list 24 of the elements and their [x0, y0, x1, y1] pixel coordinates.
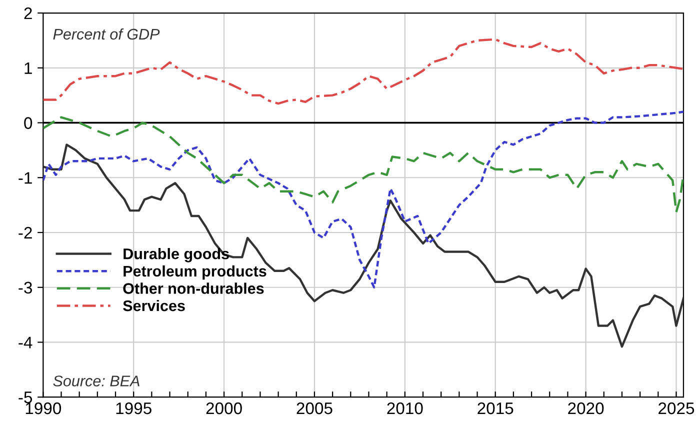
x-tick-label: 2000	[206, 402, 242, 414]
annotation: Source: BEA	[53, 376, 140, 386]
legend-label: Other non-durables	[123, 282, 264, 294]
y-tick-label: -2	[18, 226, 32, 239]
line-series	[43, 38, 684, 105]
annotation: Percent of GDP	[53, 28, 160, 40]
legend-label: Petroleum products	[124, 265, 266, 280]
x-tick-label: 2005	[296, 402, 332, 414]
y-tick-label: -5	[18, 392, 32, 404]
x-tick-label: 1990	[26, 402, 62, 414]
y-tick-label: -3	[18, 282, 32, 294]
x-tick-label: 2020	[568, 402, 604, 414]
y-tick-label: -4	[18, 336, 32, 348]
y-tick-label: 1	[24, 62, 32, 74]
x-tick-label: 2025	[658, 402, 694, 414]
y-tick-label: 0	[24, 117, 32, 129]
x-tick-label: 2010	[387, 402, 423, 414]
y-tick-label: -1	[18, 172, 32, 184]
legend-label: Services	[123, 300, 185, 312]
x-tick-label: 2015	[478, 402, 514, 414]
y-tick-label: 2	[24, 7, 32, 20]
line-series	[43, 144, 684, 348]
legend-label: Durable goods	[124, 248, 229, 262]
x-tick-label: 1995	[116, 402, 152, 414]
